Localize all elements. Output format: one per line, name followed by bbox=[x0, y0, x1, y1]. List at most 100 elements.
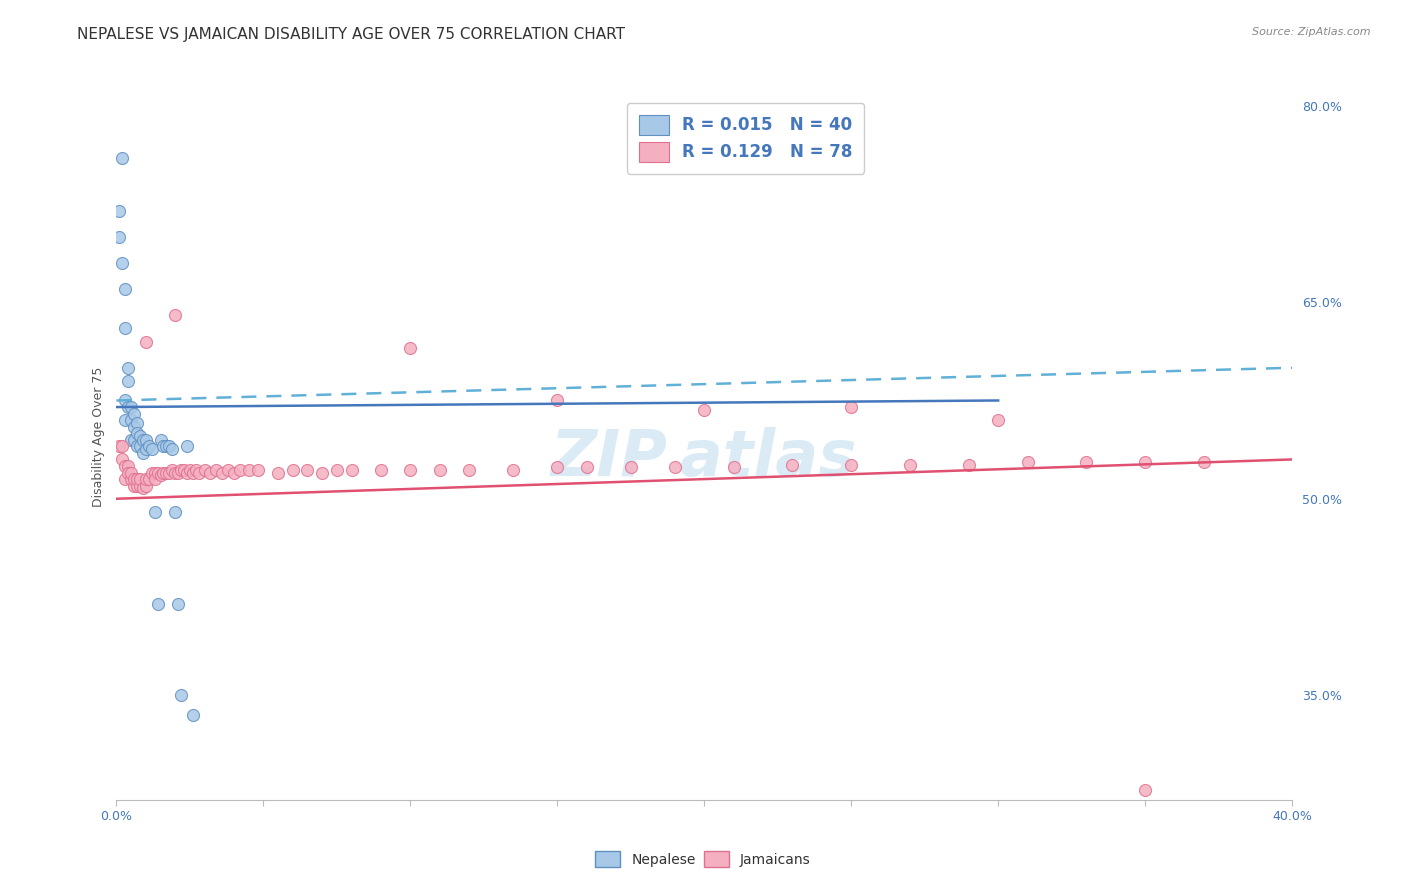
Point bbox=[120, 433, 142, 447]
Point bbox=[135, 478, 157, 492]
Point bbox=[165, 505, 187, 519]
Point bbox=[141, 466, 163, 480]
Point bbox=[399, 341, 422, 355]
Point bbox=[170, 463, 193, 477]
Point bbox=[782, 458, 804, 472]
Point bbox=[267, 466, 290, 480]
Point bbox=[122, 478, 145, 492]
Point bbox=[117, 400, 139, 414]
Point bbox=[1017, 455, 1039, 469]
Point bbox=[664, 460, 686, 475]
Point bbox=[138, 472, 160, 486]
Point bbox=[135, 442, 157, 456]
Point bbox=[132, 433, 155, 447]
Point bbox=[125, 439, 148, 453]
Point bbox=[184, 463, 207, 477]
Point bbox=[839, 400, 862, 414]
Point bbox=[129, 472, 152, 486]
Point bbox=[155, 439, 177, 453]
Point bbox=[620, 460, 643, 475]
Point bbox=[114, 282, 136, 296]
Point bbox=[149, 433, 172, 447]
Point bbox=[132, 481, 155, 495]
Point bbox=[125, 472, 148, 486]
Point bbox=[117, 360, 139, 375]
Point bbox=[165, 309, 187, 323]
Text: ZIP atlas: ZIP atlas bbox=[551, 427, 858, 490]
Point bbox=[987, 413, 1010, 427]
Point bbox=[370, 463, 392, 477]
Point bbox=[129, 429, 152, 443]
Point bbox=[114, 393, 136, 408]
Point bbox=[165, 466, 187, 480]
Point bbox=[281, 463, 304, 477]
Point bbox=[181, 466, 204, 480]
Point bbox=[149, 468, 172, 483]
Point bbox=[176, 439, 198, 453]
Point bbox=[146, 597, 169, 611]
Point bbox=[117, 458, 139, 473]
Point bbox=[399, 463, 422, 477]
Point bbox=[167, 597, 190, 611]
Point bbox=[179, 463, 201, 477]
Point bbox=[141, 442, 163, 456]
Point bbox=[135, 334, 157, 349]
Point bbox=[211, 466, 233, 480]
Point bbox=[187, 466, 209, 480]
Point bbox=[157, 466, 180, 480]
Point bbox=[146, 466, 169, 480]
Point bbox=[898, 458, 921, 472]
Point bbox=[170, 688, 193, 702]
Point bbox=[152, 466, 174, 480]
Point bbox=[194, 463, 217, 477]
Point bbox=[340, 463, 363, 477]
Legend: Nepalese, Jamaicans: Nepalese, Jamaicans bbox=[588, 845, 818, 874]
Point bbox=[162, 442, 184, 456]
Point bbox=[120, 413, 142, 427]
Point bbox=[839, 458, 862, 472]
Point bbox=[957, 458, 980, 472]
Point bbox=[122, 472, 145, 486]
Point bbox=[200, 466, 222, 480]
Point bbox=[108, 203, 131, 218]
Point bbox=[693, 402, 716, 417]
Point bbox=[114, 321, 136, 335]
Point bbox=[723, 460, 745, 475]
Point bbox=[120, 472, 142, 486]
Point bbox=[143, 466, 166, 480]
Point bbox=[167, 466, 190, 480]
Point bbox=[1133, 455, 1156, 469]
Point bbox=[125, 426, 148, 441]
Text: NEPALESE VS JAMAICAN DISABILITY AGE OVER 75 CORRELATION CHART: NEPALESE VS JAMAICAN DISABILITY AGE OVER… bbox=[77, 27, 626, 42]
Point bbox=[135, 472, 157, 486]
Point bbox=[111, 452, 134, 467]
Point bbox=[297, 463, 319, 477]
Point bbox=[114, 413, 136, 427]
Point bbox=[132, 446, 155, 460]
Point bbox=[326, 463, 349, 477]
Point bbox=[176, 466, 198, 480]
Point bbox=[120, 400, 142, 414]
Point bbox=[1076, 455, 1098, 469]
Point bbox=[122, 407, 145, 421]
Point bbox=[429, 463, 451, 477]
Point bbox=[502, 463, 524, 477]
Point bbox=[1192, 455, 1215, 469]
Point bbox=[122, 419, 145, 434]
Point bbox=[111, 151, 134, 165]
Point bbox=[205, 463, 228, 477]
Legend: R = 0.015   N = 40, R = 0.129   N = 78: R = 0.015 N = 40, R = 0.129 N = 78 bbox=[627, 103, 863, 174]
Point bbox=[458, 463, 481, 477]
Point bbox=[129, 439, 152, 453]
Point bbox=[125, 416, 148, 430]
Point bbox=[111, 256, 134, 270]
Point bbox=[222, 466, 245, 480]
Point bbox=[114, 458, 136, 473]
Point bbox=[114, 472, 136, 486]
Point bbox=[138, 439, 160, 453]
Point bbox=[311, 466, 333, 480]
Point bbox=[181, 707, 204, 722]
Point bbox=[143, 505, 166, 519]
Point bbox=[117, 466, 139, 480]
Point bbox=[575, 460, 598, 475]
